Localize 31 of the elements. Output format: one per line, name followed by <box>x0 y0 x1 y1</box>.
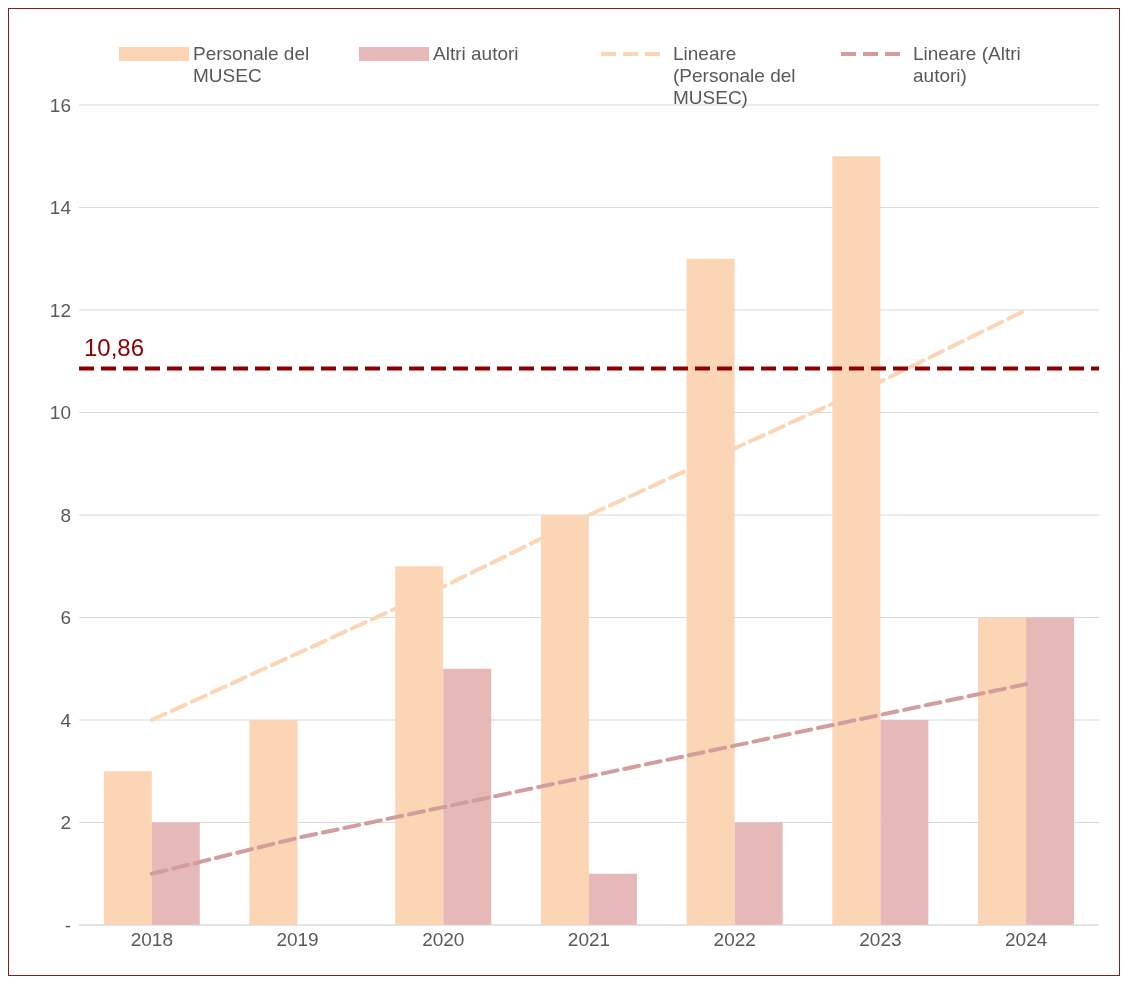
bar <box>249 720 298 925</box>
bar <box>103 771 152 925</box>
bar <box>880 720 929 925</box>
y-tick-label: 12 <box>49 299 71 321</box>
bar <box>1026 617 1075 925</box>
y-tick-label: 14 <box>49 197 72 219</box>
bar <box>588 873 637 925</box>
y-tick-label: 6 <box>60 607 71 629</box>
y-tick-label: 2 <box>60 812 71 834</box>
line-series <box>149 682 1029 876</box>
bar <box>978 617 1027 925</box>
y-tick-label: 10 <box>49 402 71 424</box>
y-tick-label: 4 <box>60 709 72 731</box>
x-tick-label: 2022 <box>713 929 756 951</box>
x-tick-label: 2023 <box>859 929 902 951</box>
legend-label: Personale del MUSEC <box>193 43 311 87</box>
x-tick-label: 2019 <box>276 929 319 951</box>
x-tick-label: 2018 <box>130 929 173 951</box>
x-tick-label: 2021 <box>567 929 611 951</box>
y-tick-label: 16 <box>49 94 71 116</box>
bar <box>443 668 492 925</box>
bar <box>151 822 200 925</box>
legend-label: Lineare (Altri autori) <box>913 43 1022 87</box>
bar <box>734 822 783 925</box>
x-tick-label: 2024 <box>1005 929 1048 951</box>
ref-line-label: 10,86 <box>84 334 145 362</box>
legend-label: Altri autori <box>433 43 519 65</box>
y-tick-label: - <box>64 914 71 936</box>
x-tick-label: 2020 <box>422 929 465 951</box>
legend-label: Lineare (Personale del MUSEC) <box>673 43 797 109</box>
y-tick-label: 8 <box>60 504 71 526</box>
